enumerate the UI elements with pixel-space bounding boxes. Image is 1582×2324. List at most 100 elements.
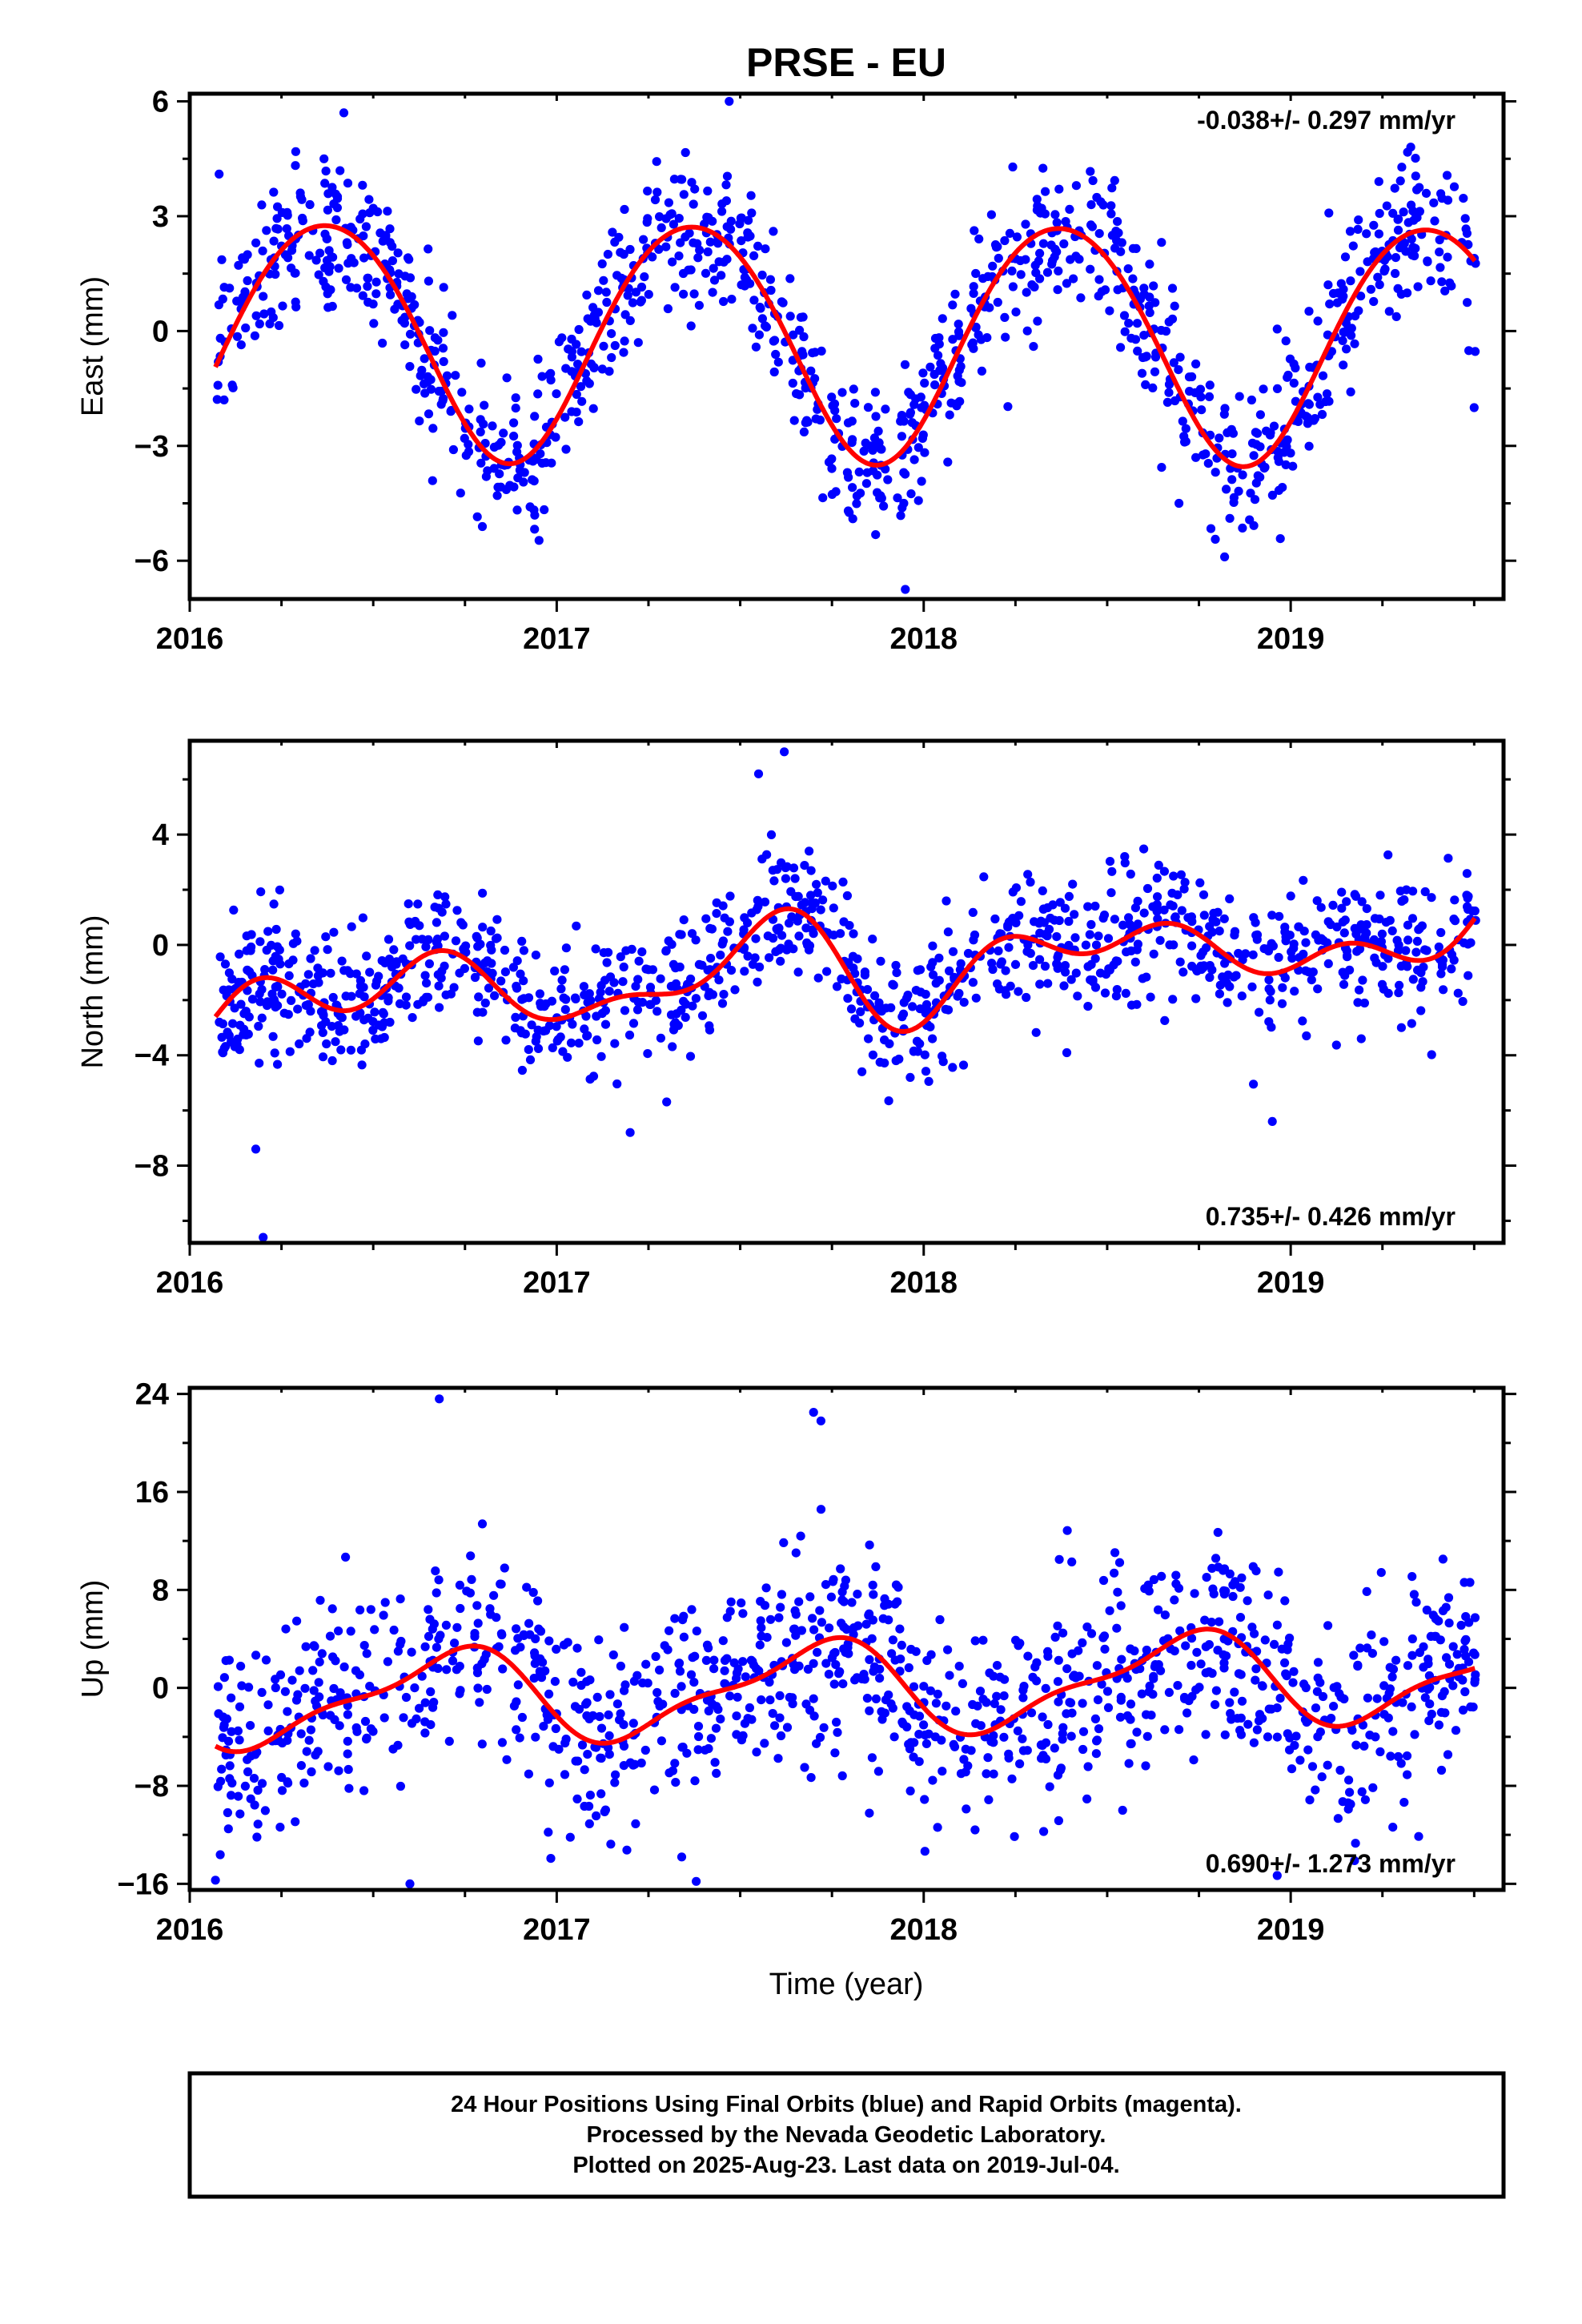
data-point <box>236 1662 246 1671</box>
data-point <box>996 1705 1006 1715</box>
data-point <box>1116 247 1126 256</box>
data-point <box>1126 946 1136 955</box>
data-point <box>300 1683 310 1693</box>
data-point <box>1094 931 1103 941</box>
data-point <box>789 1624 800 1634</box>
data-point <box>473 1683 483 1693</box>
x-tick-label: 2019 <box>1257 622 1325 656</box>
data-point <box>1045 1782 1054 1791</box>
data-point <box>837 1595 847 1605</box>
data-point <box>790 874 800 883</box>
data-point <box>1252 935 1262 944</box>
data-point <box>1289 939 1299 949</box>
data-point <box>1053 952 1062 962</box>
data-point <box>408 1013 417 1023</box>
data-point <box>582 1711 592 1721</box>
data-point <box>779 1538 789 1547</box>
data-point <box>228 383 238 392</box>
outlier-point <box>259 1232 268 1242</box>
data-point <box>970 1825 980 1835</box>
data-point <box>1165 940 1174 950</box>
plot-frame <box>187 738 1506 1245</box>
data-point <box>1065 204 1074 214</box>
data-point <box>1110 175 1119 185</box>
data-point <box>732 1668 742 1678</box>
data-point <box>1403 1770 1412 1779</box>
data-point <box>291 297 300 307</box>
data-point <box>1008 162 1018 172</box>
data-point <box>215 952 225 962</box>
data-point <box>848 483 857 493</box>
data-point <box>1178 416 1187 426</box>
data-point <box>708 287 717 297</box>
data-point <box>1189 1755 1199 1765</box>
data-point <box>215 1017 224 1027</box>
data-point <box>433 336 443 345</box>
data-point <box>1460 1636 1470 1646</box>
data-point <box>1228 1580 1238 1590</box>
data-point <box>1373 272 1383 282</box>
data-point <box>306 1725 315 1735</box>
data-point <box>251 238 261 247</box>
data-point <box>1071 181 1081 191</box>
data-point <box>473 1036 484 1046</box>
data-point <box>958 1060 969 1070</box>
data-point <box>1251 478 1261 488</box>
data-point <box>1393 1751 1403 1762</box>
data-point <box>845 508 854 517</box>
data-point <box>1318 1691 1328 1702</box>
data-point <box>512 956 522 966</box>
data-point <box>655 1701 665 1711</box>
data-point <box>1050 1743 1059 1753</box>
data-point <box>609 978 619 987</box>
data-point <box>1391 1655 1401 1665</box>
y-axis-label: Up (mm) <box>76 1580 110 1699</box>
data-point <box>371 289 381 299</box>
outlier-point <box>625 1128 635 1137</box>
x-axis-label: Time (year) <box>769 1968 924 2001</box>
data-point <box>1018 1693 1028 1703</box>
data-point <box>796 312 806 322</box>
data-point <box>259 309 269 319</box>
data-point <box>781 874 791 883</box>
data-point <box>1199 890 1209 899</box>
data-point <box>355 1008 365 1018</box>
data-point <box>914 1757 924 1767</box>
data-point <box>1069 274 1078 283</box>
data-point <box>608 1650 618 1660</box>
data-point <box>1411 947 1421 957</box>
data-point <box>718 901 728 911</box>
data-point <box>1248 950 1258 959</box>
data-point <box>669 175 680 184</box>
data-point <box>306 1007 315 1016</box>
data-point <box>595 1711 604 1722</box>
data-point <box>1295 1755 1305 1765</box>
data-point <box>1451 1726 1461 1735</box>
data-point <box>873 470 882 480</box>
data-point <box>1311 1785 1320 1795</box>
data-point <box>1338 336 1347 345</box>
data-point <box>324 267 334 276</box>
data-point <box>1416 967 1426 978</box>
data-point <box>1086 200 1096 210</box>
data-point <box>1090 954 1100 963</box>
data-point <box>619 249 628 259</box>
data-point <box>480 1655 489 1664</box>
data-point <box>541 1026 551 1035</box>
data-point <box>1411 1598 1421 1607</box>
data-point <box>438 344 448 353</box>
data-point <box>246 1721 255 1731</box>
footer-line-2: Processed by the Nevada Geodetic Laborat… <box>587 2122 1106 2148</box>
data-point <box>430 346 440 356</box>
data-point <box>888 1635 897 1645</box>
data-point <box>475 1698 484 1707</box>
data-point <box>251 311 261 320</box>
data-point <box>1230 931 1239 940</box>
data-point <box>889 980 898 990</box>
data-point <box>547 996 557 1006</box>
data-point <box>244 1012 254 1022</box>
data-point <box>842 891 852 901</box>
data-point <box>1291 1731 1301 1741</box>
data-point <box>1175 1626 1185 1636</box>
data-point <box>1269 421 1279 431</box>
